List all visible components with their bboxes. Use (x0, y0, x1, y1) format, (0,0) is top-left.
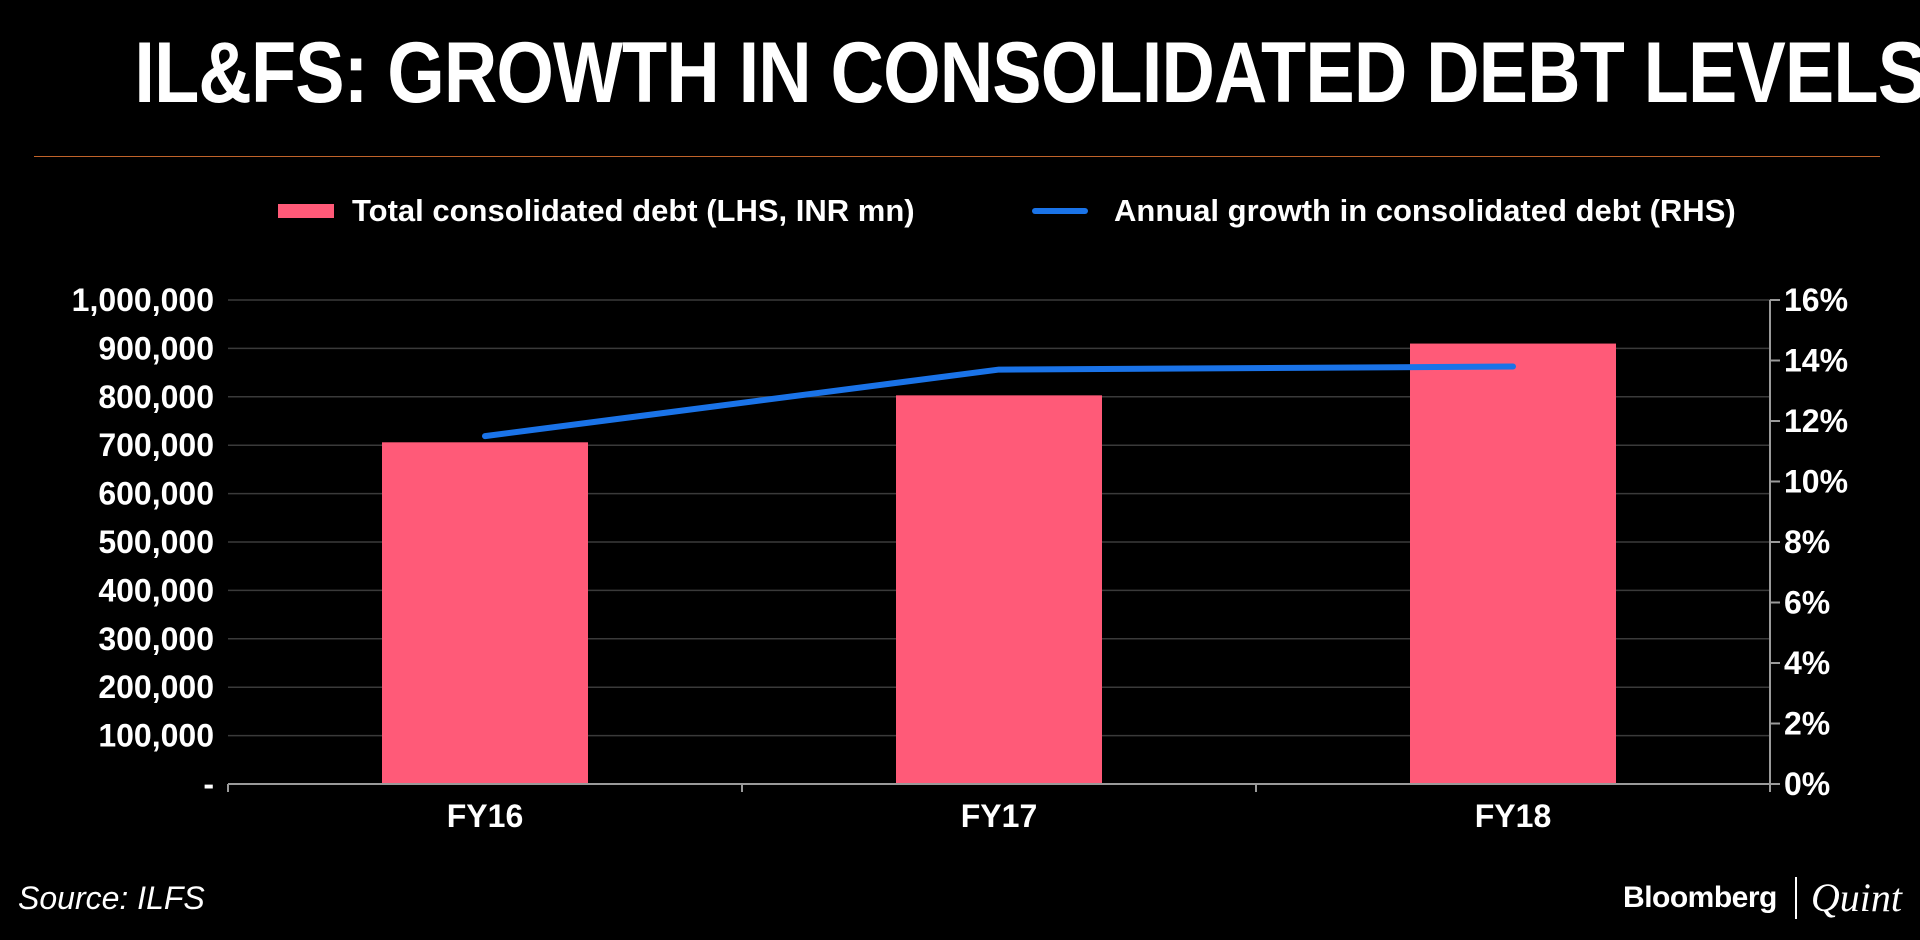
left-axis-tick-label: 1,000,000 (72, 282, 214, 318)
x-axis-tick-label: FY17 (961, 798, 1037, 834)
right-axis-tick-label: 12% (1784, 403, 1848, 439)
brand-separator (1794, 876, 1797, 919)
right-axis-tick-label: 10% (1784, 464, 1848, 500)
growth-point-fy17 (996, 367, 1002, 373)
right-axis-tick-label: 0% (1784, 766, 1830, 802)
left-axis-tick-label: 800,000 (98, 379, 214, 415)
left-axis-tick-label: 500,000 (98, 524, 214, 560)
right-axis-tick-label: 6% (1784, 585, 1830, 621)
right-axis-tick-label: 16% (1784, 282, 1848, 318)
bar-fy18 (1410, 343, 1616, 784)
right-axis-tick-label: 2% (1784, 706, 1830, 742)
source-note: Source: ILFS (18, 880, 205, 916)
left-axis-tick-label: - (203, 766, 214, 802)
left-axis-tick-label: 300,000 (98, 621, 214, 657)
right-axis-tick-label: 14% (1784, 343, 1848, 379)
brand-logo: Bloomberg Quint (1623, 874, 1902, 921)
left-axis-tick-label: 400,000 (98, 572, 214, 608)
legend-item-debt: Total consolidated debt (LHS, INR mn) (278, 188, 915, 234)
legend-bar-swatch (278, 204, 334, 218)
right-axis-tick-label: 4% (1784, 645, 1830, 681)
legend-item-growth: Annual growth in consolidated debt (RHS) (1032, 188, 1736, 234)
left-axis-tick-label: 900,000 (98, 330, 214, 366)
bar-fy17 (896, 395, 1102, 784)
left-axis-tick-label: 600,000 (98, 476, 214, 512)
x-axis-tick-label: FY16 (447, 798, 523, 834)
growth-point-fy18 (1510, 364, 1516, 370)
legend-line-swatch (1032, 208, 1088, 214)
title-divider (34, 156, 1880, 157)
left-axis-tick-label: 100,000 (98, 718, 214, 754)
brand-primary: Bloomberg (1623, 880, 1777, 914)
left-axis-tick-label: 700,000 (98, 427, 214, 463)
legend-label-growth: Annual growth in consolidated debt (RHS) (1114, 193, 1736, 228)
legend-label-debt: Total consolidated debt (LHS, INR mn) (352, 193, 915, 228)
x-axis-tick-label: FY18 (1475, 798, 1551, 834)
growth-point-fy16 (482, 433, 488, 439)
chart-title: IL&FS: GROWTH IN CONSOLIDATED DEBT LEVEL… (134, 25, 1920, 121)
bar-fy16 (382, 442, 588, 784)
left-axis-tick-label: 200,000 (98, 669, 214, 705)
right-axis-tick-label: 8% (1784, 524, 1830, 560)
brand-secondary: Quint (1810, 875, 1902, 920)
